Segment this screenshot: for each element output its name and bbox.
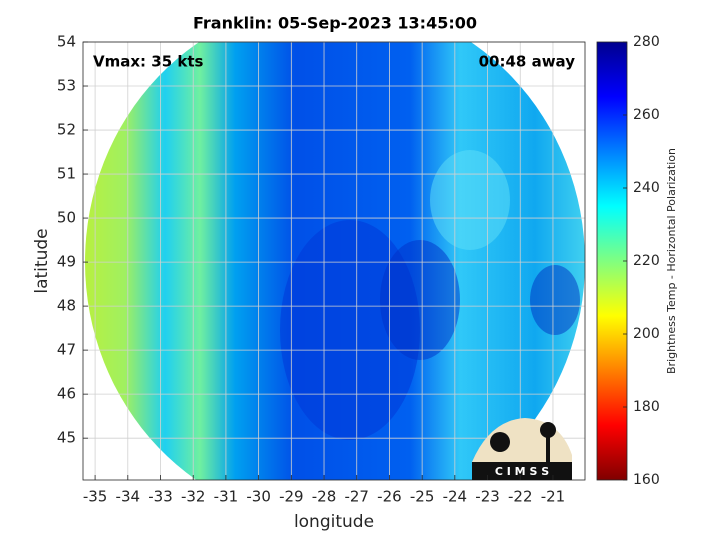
logo-bar (472, 462, 572, 480)
colorbar (596, 41, 628, 481)
y-axis-label: latitude (32, 228, 52, 293)
plot-area: C I M S S Vmax: 35 kts 00:48 away (82, 41, 586, 481)
y-tick-label: 48 (57, 297, 76, 315)
swath-feature (530, 265, 580, 335)
logo-text: C I M S S (495, 465, 549, 478)
y-tick-label: 45 (57, 429, 76, 447)
colorbar-tick-label: 160 (633, 472, 660, 488)
x-tick-label: -27 (344, 488, 369, 506)
x-tick-label: -21 (541, 488, 566, 506)
colorbar-tick-label: 200 (633, 326, 660, 342)
logo: C I M S S (472, 418, 572, 480)
x-tick-label: -28 (312, 488, 337, 506)
y-tick-label: 46 (57, 385, 76, 403)
colorbar-tick-label: 220 (633, 253, 660, 269)
logo-icon (540, 422, 556, 438)
y-tick-label: 52 (57, 121, 76, 139)
y-tick-label: 53 (57, 77, 76, 95)
annotation: 00:48 away (479, 53, 576, 71)
x-tick-label: -25 (410, 488, 435, 506)
x-tick-label: -33 (148, 488, 173, 506)
x-tick-label: -34 (116, 488, 141, 506)
x-tick-label: -23 (475, 488, 500, 506)
x-tick-label: -30 (246, 488, 271, 506)
colorbar-tick-label: 280 (633, 34, 660, 50)
colorbar-label: Brightness Temp - Horizontal Polarizatio… (665, 148, 678, 374)
colorbar-tick-label: 260 (633, 107, 660, 123)
x-tick-label: -22 (508, 488, 533, 506)
logo-icon (546, 436, 550, 462)
plot-frame (82, 41, 586, 481)
x-tick-label: -24 (443, 488, 468, 506)
x-tick-label: -35 (83, 488, 108, 506)
swath-feature (430, 150, 510, 250)
x-tick-label: -26 (377, 488, 402, 506)
colorbar-tick-label: 180 (633, 399, 660, 415)
x-tick-label: -31 (214, 488, 239, 506)
colorbar-tick-label: 240 (633, 180, 660, 196)
x-axis-label: longitude (294, 512, 374, 532)
x-tick-label: -32 (181, 488, 206, 506)
logo-icon (490, 432, 510, 452)
y-tick-label: 51 (57, 165, 76, 183)
chart-title: Franklin: 05-Sep-2023 13:45:00 (193, 14, 477, 33)
y-tick-label: 50 (57, 209, 76, 227)
swath-feature (380, 240, 460, 360)
x-tick-label: -29 (279, 488, 304, 506)
y-tick-label: 49 (57, 253, 76, 271)
y-tick-label: 47 (57, 341, 76, 359)
annotation: Vmax: 35 kts (93, 53, 203, 71)
y-tick-label: 54 (57, 33, 76, 51)
swath (85, 42, 585, 480)
